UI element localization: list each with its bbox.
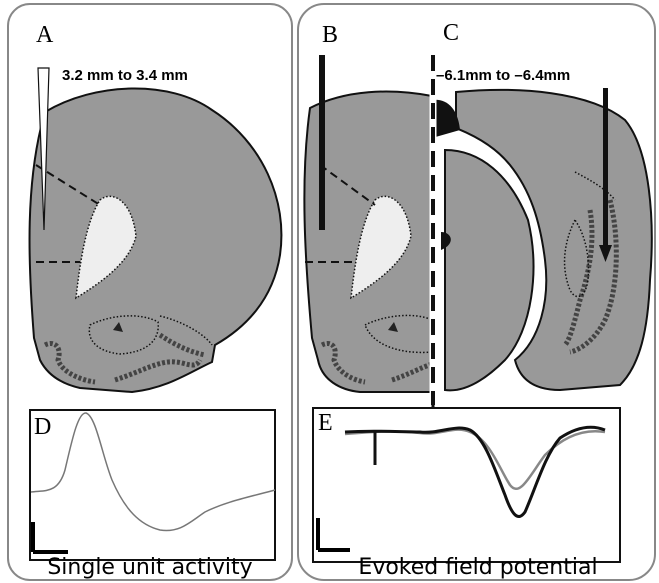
coronal-section-a	[30, 68, 282, 392]
panel-label: A	[36, 22, 54, 48]
panel-label: E	[318, 410, 333, 436]
panel-label: C	[443, 20, 459, 46]
coronal-section-b	[304, 55, 432, 392]
figure: A B C D E 3.2 mm to 3.4 mm –6.1mm to –6.…	[0, 0, 659, 583]
caption: Single unit activity	[47, 555, 252, 580]
sagittal-section-c	[432, 88, 652, 390]
depth-annotation: –6.1mm to –6.4mm	[436, 67, 570, 84]
panel-label: B	[322, 22, 338, 48]
panel-label: D	[34, 414, 51, 440]
caption: Evoked field potential	[358, 555, 597, 580]
trace-box-d	[30, 410, 275, 560]
depth-annotation: 3.2 mm to 3.4 mm	[62, 67, 188, 84]
